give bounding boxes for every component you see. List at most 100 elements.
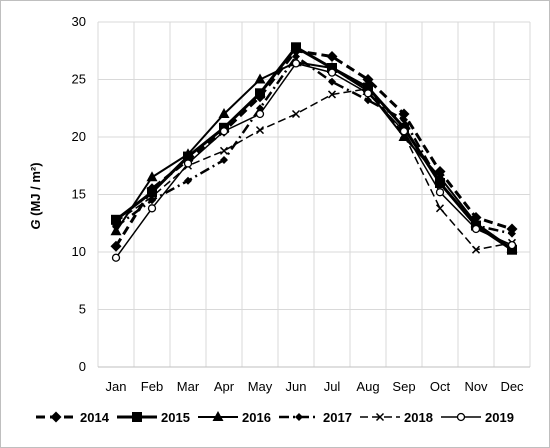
circle-marker <box>219 127 229 136</box>
series-2017 <box>112 52 516 238</box>
cross-marker <box>255 126 265 135</box>
square-marker <box>111 214 121 225</box>
x-tick-labels: Jan Feb Mar Apr May Jun Jul Aug Sep Oct Nov Dec <box>106 379 525 394</box>
cross-stroke <box>111 218 121 227</box>
y-tick-label: 0 <box>79 359 86 374</box>
series-2019 <box>111 59 517 262</box>
legend-item-2016: 2016 <box>198 410 271 425</box>
y-tick-label: 15 <box>72 187 86 202</box>
circle-marker <box>291 59 301 68</box>
legend-label: 2016 <box>242 410 271 425</box>
cross-marker <box>147 192 157 201</box>
diamond-marker <box>184 176 192 185</box>
x-tick-label: Mar <box>177 379 200 394</box>
circle-marker <box>507 240 517 250</box>
cross-marker <box>291 109 301 119</box>
diamond-marker <box>400 115 408 124</box>
triangle-marker <box>182 148 194 159</box>
diamond-marker <box>295 413 303 421</box>
y-tick-labels: 0 5 10 15 20 25 30 <box>72 14 86 374</box>
legend-label: 2018 <box>404 410 433 425</box>
circle-marker <box>147 204 157 213</box>
cross-marker <box>435 204 445 213</box>
circle-marker <box>456 412 466 422</box>
x-tick-label: Nov <box>464 379 488 394</box>
circle-marker <box>111 253 121 262</box>
x-tick-label: May <box>248 379 273 394</box>
square-marker <box>255 88 265 99</box>
series-line <box>115 55 513 235</box>
circle-marker <box>471 224 481 234</box>
circle-marker <box>327 68 337 77</box>
diamond-marker <box>362 74 374 85</box>
diamond-marker <box>508 229 516 238</box>
diamond-marker <box>326 51 338 62</box>
circle-marker <box>399 127 409 136</box>
y-tick-label: 20 <box>72 129 86 144</box>
cross-marker <box>327 90 337 99</box>
y-tick-label: 10 <box>72 244 86 259</box>
diamond-marker <box>328 77 336 86</box>
legend-item-2018: 2018 <box>360 410 433 425</box>
series-lines <box>110 42 518 262</box>
circle-marker <box>255 109 265 119</box>
legend-label: 2014 <box>80 410 110 425</box>
legend-item-2017: 2017 <box>279 410 352 425</box>
cross-marker <box>219 146 229 155</box>
legend-item-2014: 2014 <box>36 410 110 425</box>
series-line <box>114 49 513 248</box>
diamond-marker <box>220 156 228 164</box>
x-tick-label: Apr <box>214 379 235 394</box>
y-axis-title: G (MJ / m²) <box>28 162 43 229</box>
legend-item-2019: 2019 <box>441 410 514 425</box>
legend-label: 2015 <box>161 410 190 425</box>
legend: 2014 2015 2016 2017 2018 2019 <box>36 410 514 425</box>
cross-stroke <box>291 109 301 119</box>
diamond-marker <box>398 108 410 120</box>
cross-stroke <box>219 146 229 155</box>
triangle-marker <box>146 171 158 182</box>
series-line <box>115 62 513 259</box>
legend-label: 2017 <box>323 410 352 425</box>
diamond-marker <box>50 411 62 423</box>
square-marker <box>291 42 301 53</box>
cross-stroke <box>147 192 157 201</box>
y-tick-label: 25 <box>72 72 86 87</box>
x-tick-label: Feb <box>141 379 163 394</box>
cross-marker <box>375 412 385 422</box>
x-tick-label: Oct <box>430 379 451 394</box>
cross-stroke <box>327 90 337 99</box>
circle-marker <box>435 188 445 197</box>
x-tick-label: Aug <box>356 379 379 394</box>
diamond-marker <box>292 52 300 61</box>
diamond-marker <box>110 240 122 252</box>
square-marker <box>132 412 142 422</box>
y-tick-label: 30 <box>72 14 86 29</box>
series-line <box>115 61 513 250</box>
triangle-marker <box>254 73 266 84</box>
diamond-marker <box>364 96 372 105</box>
cross-stroke <box>471 245 481 254</box>
series-line <box>115 87 513 251</box>
square-marker <box>147 187 157 198</box>
legend-item-2015: 2015 <box>117 410 190 425</box>
diamond-marker <box>436 179 444 187</box>
cross-stroke <box>375 412 385 422</box>
circle-marker <box>183 159 193 168</box>
x-tick-label: Sep <box>392 379 415 394</box>
circle-marker <box>363 89 373 98</box>
cross-marker <box>471 245 481 254</box>
triangle-marker <box>218 108 230 118</box>
x-tick-label: Dec <box>500 379 524 394</box>
x-tick-label: Jun <box>286 379 307 394</box>
y-tick-label: 5 <box>79 302 86 317</box>
x-tick-label: Jul <box>324 379 341 394</box>
triangle-marker <box>212 411 224 421</box>
cross-stroke <box>435 204 445 213</box>
gridlines <box>97 21 531 368</box>
legend-label: 2019 <box>485 410 514 425</box>
x-tick-label: Jan <box>106 379 127 394</box>
cross-marker <box>111 218 121 227</box>
cross-stroke <box>255 126 265 135</box>
